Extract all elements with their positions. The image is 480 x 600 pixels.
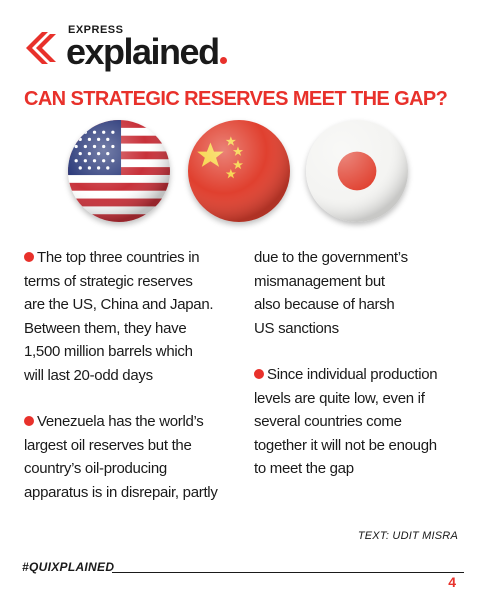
- text-line: together it will not be enough: [254, 436, 437, 454]
- text-line: Since individual production: [267, 366, 438, 383]
- bullet-icon: [254, 369, 264, 379]
- express-chevron-icon: [26, 32, 56, 64]
- japan-flag-icon: [306, 120, 408, 222]
- text-line: due to the government’s: [254, 249, 408, 266]
- text-line: terms of strategic reserves: [24, 272, 193, 290]
- text-line: several countries come: [254, 413, 402, 430]
- text-line: mismanagement but: [254, 272, 385, 290]
- brand-top-word: EXPRESS: [68, 24, 124, 36]
- text-line: Between them, they have: [24, 319, 187, 337]
- headline: CAN STRATEGIC RESERVES MEET THE GAP?: [24, 88, 448, 110]
- hashtag: #QUIXPLAINED: [22, 560, 115, 574]
- bullet-point-2-continued: due to the government’s mismanagement bu…: [254, 246, 469, 340]
- text-line: apparatus is in disrepair, partly: [24, 483, 218, 501]
- text-line: country’s oil-producing: [24, 460, 167, 477]
- text-line: to meet the gap: [254, 460, 354, 477]
- china-flag-icon: [188, 120, 290, 222]
- flag-row: [0, 118, 480, 228]
- brand-dot-icon: [219, 57, 227, 64]
- brand-main-text: explained: [66, 31, 220, 72]
- bullet-point-3: Since individual production levels are q…: [254, 363, 469, 481]
- bullet-icon: [24, 252, 34, 262]
- text-line: US sanctions: [254, 319, 339, 337]
- text-line: 1,500 million barrels which: [24, 343, 193, 360]
- bullet-point-1: The top three countries in terms of stra…: [24, 246, 242, 387]
- page-number: 4: [448, 574, 456, 590]
- right-column: due to the government’s mismanagement bu…: [254, 246, 469, 504]
- text-line: levels are quite low, even if: [254, 389, 425, 407]
- bullet-point-2: Venezuela has the world’s largest oil re…: [24, 410, 242, 504]
- brand-main-word: explained: [66, 32, 227, 72]
- us-flag-icon: [68, 120, 170, 222]
- text-line: Venezuela has the world’s: [37, 413, 204, 430]
- footer-divider: [112, 572, 464, 573]
- text-line: The top three countries in: [37, 249, 200, 266]
- text-line: are the US, China and Japan.: [24, 296, 214, 313]
- bullet-icon: [24, 416, 34, 426]
- left-column: The top three countries in terms of stra…: [24, 246, 242, 527]
- brand-logo: EXPRESS explained: [22, 18, 322, 72]
- text-line: largest oil reserves but the: [24, 436, 192, 454]
- author-credit: TEXT: UDIT MISRA: [357, 530, 458, 542]
- text-line: also because of harsh: [254, 296, 395, 313]
- text-line: will last 20-odd days: [24, 366, 153, 384]
